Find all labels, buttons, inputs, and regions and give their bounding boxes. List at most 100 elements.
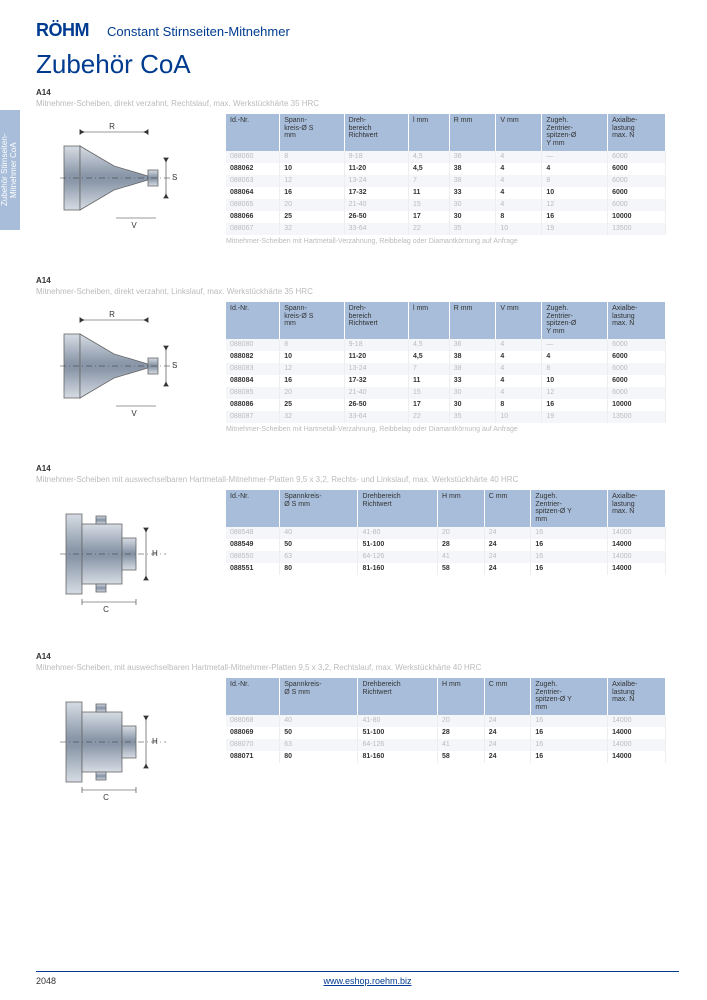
section: A14Mitnehmer-Scheiben mit auswechselbare… (36, 464, 679, 630)
table-cell: 4 (542, 351, 608, 363)
table-cell: 4 (496, 375, 542, 387)
table-header: DrehbereichRichtwert (358, 678, 438, 715)
table-cell: 63 (280, 739, 358, 751)
table-cell: 26-50 (344, 211, 408, 223)
table-cell: 24 (484, 751, 531, 763)
table-cell: 16 (531, 739, 608, 751)
table-cell: 19 (542, 411, 608, 423)
table-cell: 4 (496, 387, 542, 399)
table-header: l mm (408, 114, 449, 151)
table-cell: 088067 (226, 223, 280, 235)
table-cell: 30 (449, 199, 496, 211)
table-cell: 38 (449, 163, 496, 175)
table-cell: 6000 (608, 187, 666, 199)
table-cell: 4 (542, 163, 608, 175)
table-cell: 10000 (608, 399, 666, 411)
table-cell: 088064 (226, 187, 280, 199)
table-cell: 14000 (608, 739, 666, 751)
table-cell: 9-18 (344, 151, 408, 163)
table-cell: 14000 (608, 551, 666, 563)
svg-text:V: V (131, 221, 137, 230)
table-cell: 24 (484, 739, 531, 751)
table-cell: 8 (496, 211, 542, 223)
table-header: Spannkreis-Ø S mm (280, 678, 358, 715)
table-cell: 10 (542, 187, 608, 199)
footer-url[interactable]: www.eshop.roehm.biz (323, 976, 411, 986)
table-cell: 50 (280, 727, 358, 739)
table-cell: 10 (496, 411, 542, 423)
table-header: R mm (449, 114, 496, 151)
table-cell: 088550 (226, 551, 280, 563)
table-cell: 14000 (608, 539, 666, 551)
table-cell: 51-100 (358, 539, 438, 551)
table-cell: 15 (408, 199, 449, 211)
table-cell: 24 (484, 539, 531, 551)
table-cell: 4,5 (408, 351, 449, 363)
table-row: 0885506364-12641241614000 (226, 551, 666, 563)
technical-diagram: R S V (36, 302, 216, 442)
svg-text:S: S (172, 361, 177, 370)
table-cell: 14000 (608, 727, 666, 739)
table-cell: 16 (531, 715, 608, 727)
table-cell: 4 (496, 199, 542, 211)
table-row: 0880684041-8020241614000 (226, 715, 666, 727)
table-cell: 16 (531, 727, 608, 739)
table-cell: 8 (280, 151, 344, 163)
table-cell: 14000 (608, 715, 666, 727)
table-cell: 12 (542, 199, 608, 211)
table-cell: 16 (531, 751, 608, 763)
table-cell: 20 (280, 387, 344, 399)
table-cell: 4 (496, 363, 542, 375)
table-cell: 6000 (608, 375, 666, 387)
table-header: Axialbe-lastungmax. N (608, 490, 666, 527)
table-header: C mm (484, 490, 531, 527)
table-cell: 4 (496, 175, 542, 187)
table-cell: 088085 (226, 387, 280, 399)
table-cell: 088060 (226, 151, 280, 163)
table-cell: 6000 (608, 363, 666, 375)
table-cell: 11 (408, 375, 449, 387)
table-row: 0885518081-16058241614000 (226, 563, 666, 575)
table-cell: 088087 (226, 411, 280, 423)
table-cell: 30 (449, 211, 496, 223)
section-description: Mitnehmer-Scheiben mit auswechselbaren H… (36, 475, 679, 484)
table-cell: 30 (449, 387, 496, 399)
table-cell: 11-20 (344, 351, 408, 363)
table-header: Spannkreis-Ø S mm (280, 490, 358, 527)
table-cell: 13500 (608, 411, 666, 423)
table-cell: 16 (542, 211, 608, 223)
table-cell: 4 (496, 151, 542, 163)
table-cell: 22 (408, 411, 449, 423)
table-cell: 24 (484, 727, 531, 739)
table-header: Id.-Nr. (226, 302, 280, 339)
table-cell: 12 (280, 175, 344, 187)
table-cell: 28 (438, 539, 485, 551)
spec-table: Id.-Nr.Spann-kreis-Ø SmmDreh-bereichRich… (226, 302, 666, 423)
table-cell: 088549 (226, 539, 280, 551)
table-cell: 7 (408, 363, 449, 375)
page-title: Zubehör CoA (36, 49, 679, 80)
brand-logo: RÖHM (36, 20, 89, 41)
page-number: 2048 (36, 976, 56, 986)
table-cell: 088071 (226, 751, 280, 763)
table-cell: 088083 (226, 363, 280, 375)
section: A14Mitnehmer-Scheiben, mit auswechselbar… (36, 652, 679, 818)
table-cell: 41-80 (358, 715, 438, 727)
table-cell: 16 (531, 527, 608, 539)
table-row: 0880641617-3211334106000 (226, 187, 666, 199)
svg-text:H: H (152, 737, 158, 746)
table-header: V mm (496, 302, 542, 339)
table-cell: 16 (531, 563, 608, 575)
table-note: Mitnehmer-Scheiben mit Hartmetall-Verzah… (226, 426, 666, 434)
section-label: A14 (36, 276, 679, 285)
table-cell: 14000 (608, 563, 666, 575)
table-cell: 11 (408, 187, 449, 199)
spec-table: Id.-Nr.Spann-kreis-Ø SmmDreh-bereichRich… (226, 114, 666, 235)
table-header: Zugeh.Zentrier-spitzen-Ø Ymm (531, 490, 608, 527)
table-cell: 11-20 (344, 163, 408, 175)
table-row: 08806089-184,5364—6000 (226, 151, 666, 163)
table-cell: 088548 (226, 527, 280, 539)
table-cell: 10 (280, 351, 344, 363)
table-row: 0880652021-4015304126000 (226, 199, 666, 211)
table-cell: 40 (280, 715, 358, 727)
